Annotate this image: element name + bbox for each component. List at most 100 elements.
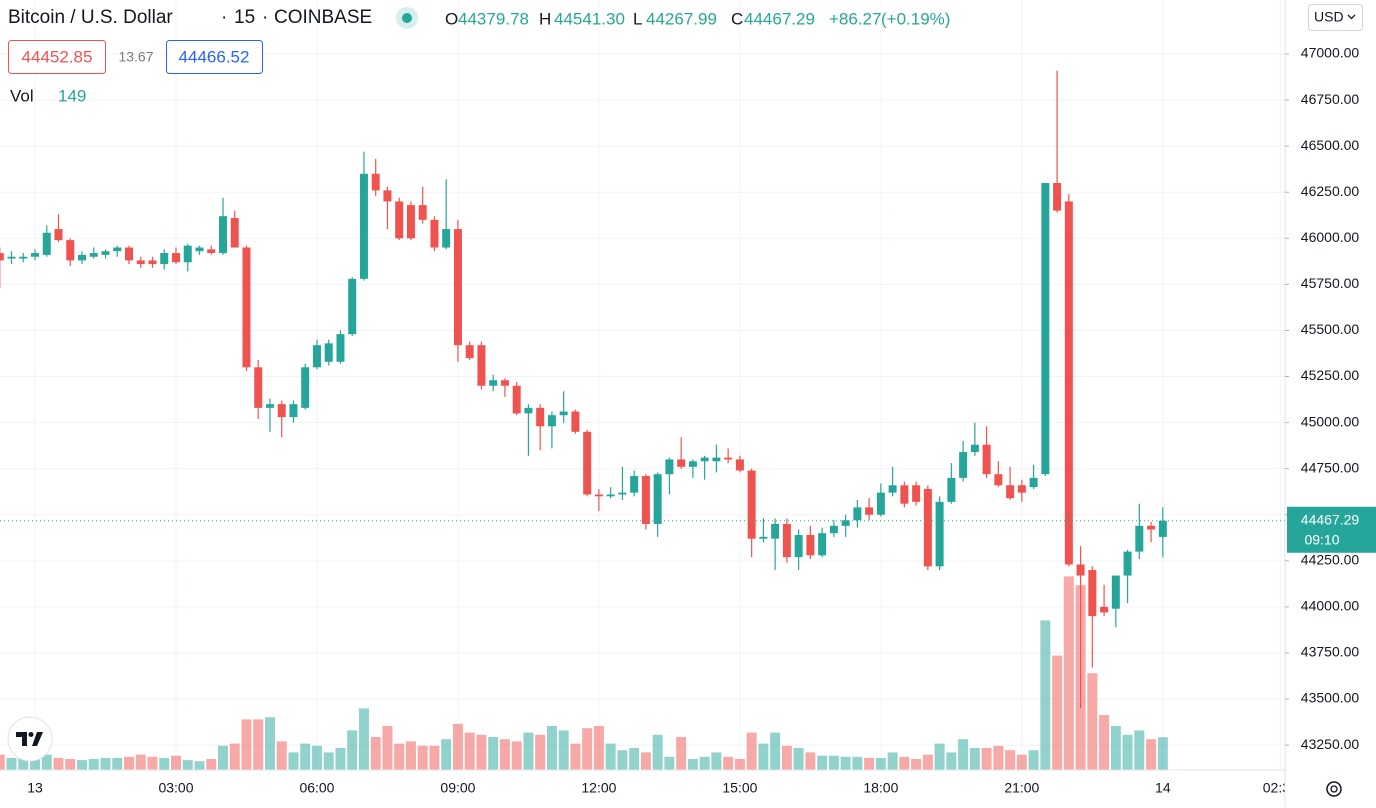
candle-body [230, 218, 239, 248]
candle-body [771, 523, 780, 539]
candle-body [618, 492, 627, 495]
candle-body [500, 380, 509, 386]
volume-bar [840, 756, 851, 770]
y-tick-label: 46750.00 [1301, 91, 1360, 107]
candle-body [101, 251, 110, 255]
volume-bar [30, 753, 41, 770]
candle-body [277, 404, 286, 418]
logo[interactable] [7, 716, 53, 762]
candle-body [78, 254, 87, 261]
volume-bar [1063, 576, 1074, 770]
volume-bar [676, 737, 687, 770]
ohlc-value: 44379.78 [458, 9, 529, 28]
volume-bar [652, 734, 663, 770]
candle-body [1135, 525, 1144, 552]
sell-button[interactable] [8, 40, 106, 74]
gear-center [1330, 785, 1338, 793]
volume-bar [253, 719, 264, 770]
candle-body [7, 256, 16, 259]
volume-bar [1134, 730, 1145, 770]
currency-label: USD [1314, 9, 1344, 25]
candle-body [195, 247, 204, 252]
candle-body [371, 173, 380, 191]
candle-body [853, 507, 862, 521]
candle-body [994, 474, 1003, 486]
volume-bar [123, 756, 134, 770]
x-tick-label: 09:00 [440, 780, 475, 796]
candle-body [113, 247, 122, 252]
y-tick-label: 46000.00 [1301, 229, 1360, 245]
volume-bar [53, 757, 64, 770]
buy-button[interactable] [166, 40, 263, 74]
change: +86.27 [829, 9, 881, 28]
logo-shape [32, 732, 43, 746]
countdown: 09:10 [1304, 531, 1339, 547]
volume-bar [793, 748, 804, 770]
candle-body [1006, 485, 1015, 499]
y-tick-label: 43250.00 [1301, 736, 1360, 752]
market-status-dot[interactable] [402, 13, 412, 23]
x-tick-label: 06:00 [299, 780, 334, 796]
currency-button[interactable] [1308, 4, 1363, 31]
volume-bar [1040, 620, 1051, 770]
volume-bar [511, 741, 522, 770]
candle-body [923, 488, 932, 567]
volume-bar [817, 755, 828, 770]
volume-bar [1110, 726, 1121, 770]
candle-body [665, 459, 674, 475]
volume-bar [206, 759, 217, 770]
x-tick-label: 21:00 [1004, 780, 1039, 796]
logo-shape [28, 732, 34, 737]
volume-bar [981, 748, 992, 770]
volume-bar [394, 743, 405, 770]
volume-bar [499, 739, 510, 770]
dropdown-arrow [1347, 14, 1356, 20]
volume-bar [605, 743, 616, 770]
volume-bar [993, 745, 1004, 770]
candle-body [571, 411, 580, 432]
volume-bar [288, 752, 299, 770]
volume-bar [77, 760, 88, 770]
candle-body [218, 216, 227, 254]
candle-body [794, 535, 803, 558]
volume-bar [558, 730, 569, 770]
volume-bar [711, 752, 722, 770]
candle-body [395, 201, 404, 239]
volume-bar [476, 734, 487, 770]
settings-button[interactable] [1326, 781, 1342, 797]
volume-bar [852, 756, 863, 770]
candle-body [829, 525, 838, 534]
logo-circle [7, 716, 53, 762]
volume-bar [617, 750, 628, 770]
volume-bar [687, 759, 698, 770]
candle-body [42, 232, 51, 255]
gear [1326, 781, 1342, 797]
volume-bar [946, 752, 957, 770]
y-tick-label: 46250.00 [1301, 183, 1360, 199]
candle-body [559, 411, 568, 416]
volume-bar [593, 726, 604, 770]
volume-bar [640, 752, 651, 770]
x-tick-label: 13 [27, 780, 43, 796]
volume-bar [264, 717, 275, 770]
candle-body [1076, 564, 1085, 576]
candle-body [1088, 570, 1097, 617]
candle-body [583, 431, 592, 495]
volume-label: Vol [10, 86, 34, 105]
candle-body [207, 249, 216, 254]
candle-body [747, 470, 756, 539]
volume-bar [429, 745, 440, 770]
volume-bar [922, 754, 933, 770]
y-tick-label: 45250.00 [1301, 367, 1360, 383]
volume-bar [370, 737, 381, 770]
candle-body [489, 380, 498, 386]
candle-body [242, 247, 251, 368]
volume-bar [899, 756, 910, 770]
volume-bar [311, 745, 322, 770]
candle-body [912, 485, 921, 502]
candle-body [453, 229, 462, 346]
x-axis: 13 03:00 06:00 09:00 12:00 15:00 18:00 21:00 14 0… [27, 780, 1285, 796]
x-tick-label: 12:00 [581, 780, 616, 796]
y-tick-label: 45750.00 [1301, 275, 1360, 291]
